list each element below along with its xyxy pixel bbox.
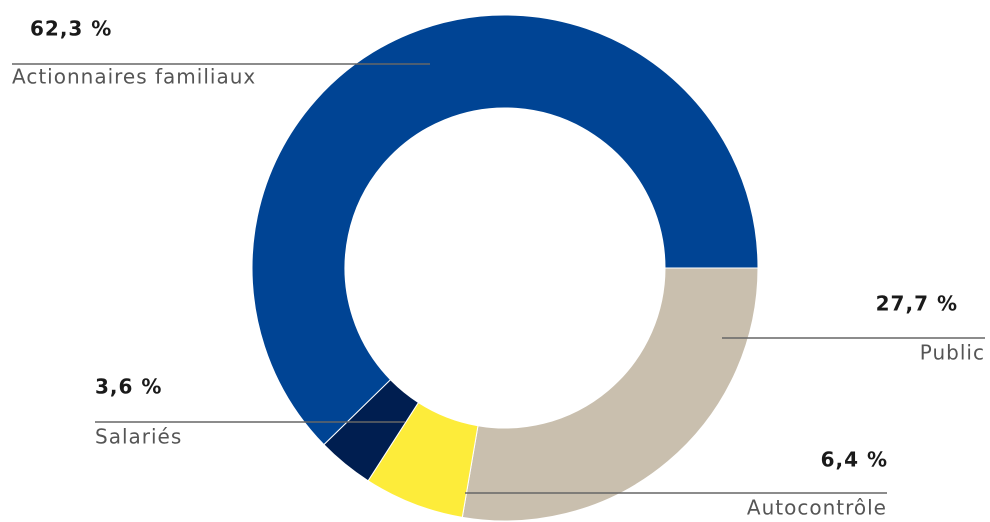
value-label: 3,6 % [95,375,162,399]
category-label: Autocontrôle [747,496,887,520]
donut-slice [251,14,759,446]
value-label: 27,7 % [876,292,958,316]
category-label: Actionnaires familiaux [12,65,256,89]
value-label: 6,4 % [821,448,888,472]
value-label: 62,3 % [30,17,112,41]
category-label: Public [920,341,985,365]
category-label: Salariés [95,425,182,449]
donut-slice [461,267,759,522]
